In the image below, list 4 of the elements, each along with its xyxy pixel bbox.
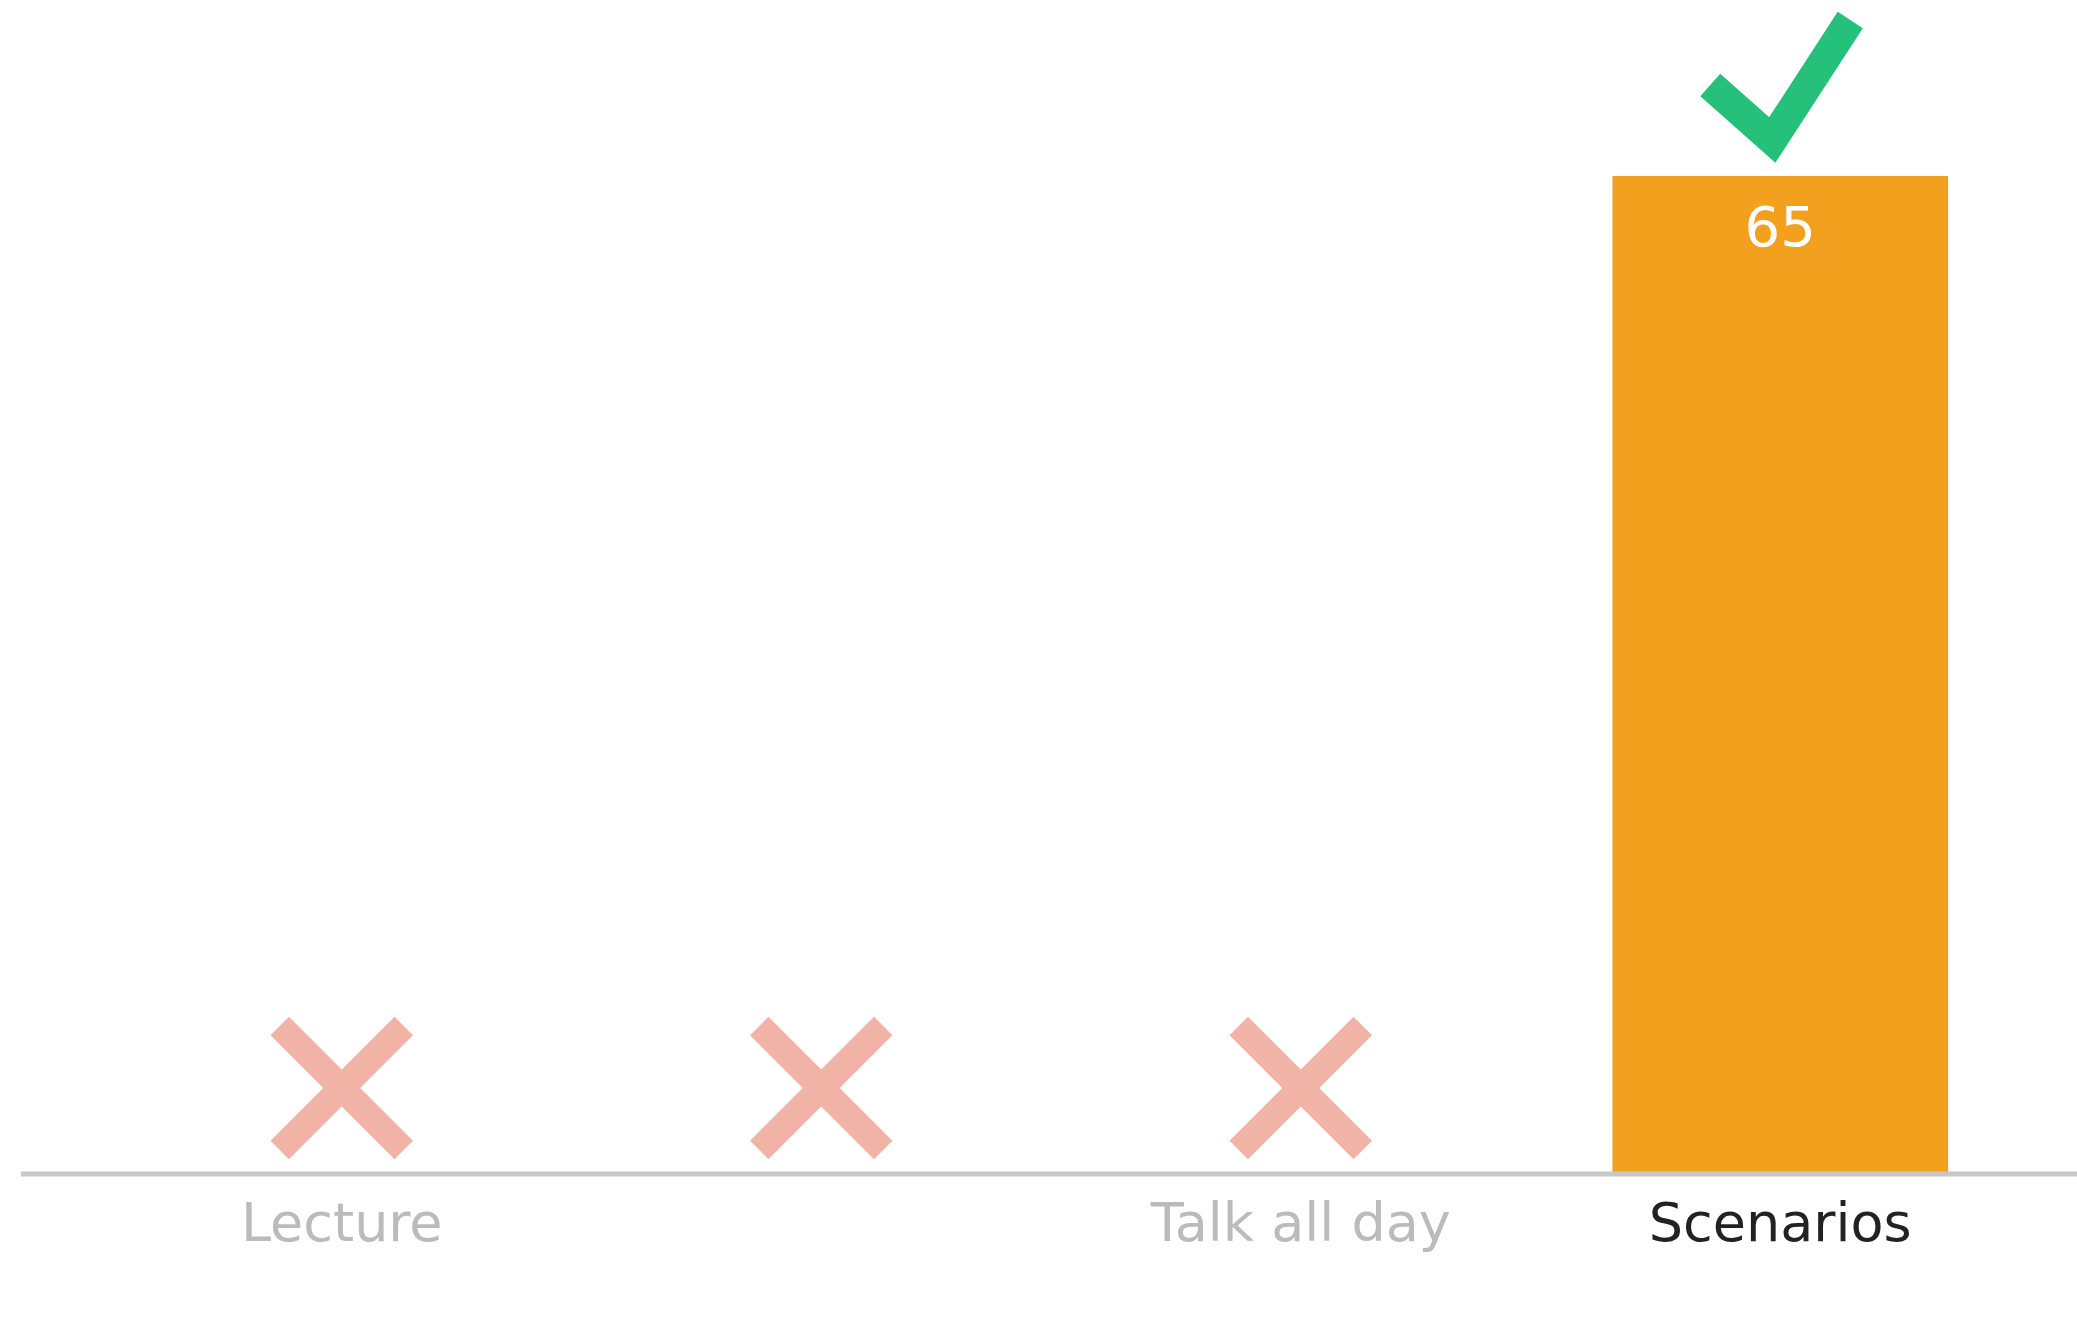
x-tick-label: Talk all day [1149,1191,1451,1254]
x-tick-label: Lecture [240,1191,443,1254]
data-label: 65 [1744,194,1816,259]
x-tick-label: Scenarios [1648,1191,1912,1254]
